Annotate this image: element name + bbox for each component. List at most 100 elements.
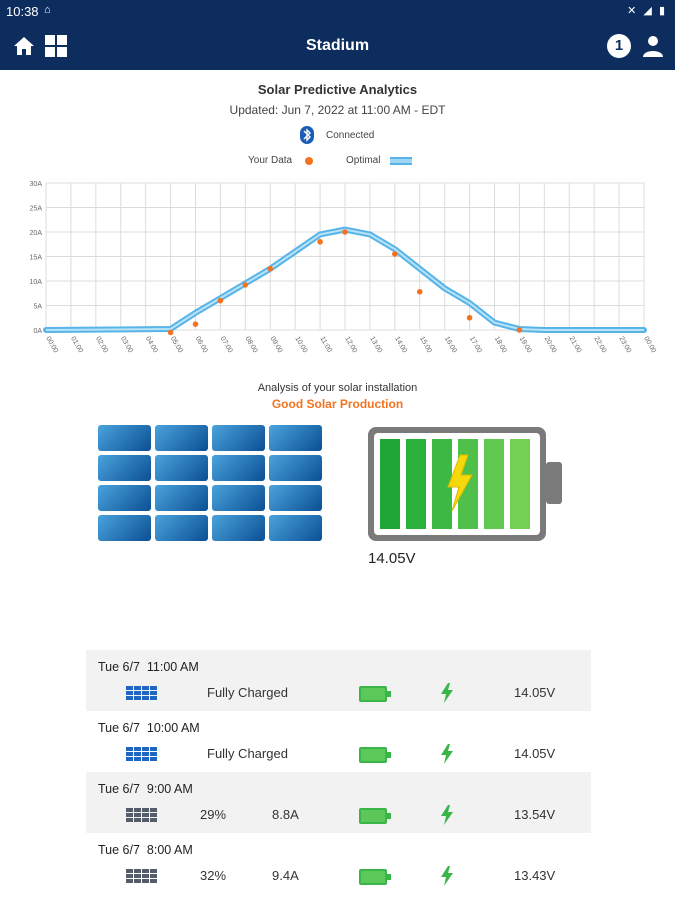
solar-cell — [155, 455, 208, 481]
analysis-status: Good Solar Production — [271, 397, 404, 411]
battery-icon — [359, 808, 391, 824]
your-data-point — [466, 314, 473, 321]
x-tick-label: 22:00 — [592, 336, 607, 355]
solar-panel-icon — [126, 869, 157, 883]
x-tick-label: 23:00 — [617, 336, 632, 355]
x-tick-label: 14:00 — [393, 336, 408, 355]
solar-cell — [212, 425, 265, 451]
row-timestamp: Tue 6/7 9:00 AM — [98, 782, 193, 796]
charge-percent: 29% — [200, 807, 227, 822]
your-data-point — [167, 329, 174, 336]
solar-cell — [269, 455, 322, 481]
solar-cell — [98, 455, 151, 481]
your-data-point — [242, 282, 249, 288]
battery-graphic — [368, 427, 562, 541]
notification-icon: ⌂ — [44, 4, 51, 16]
row-voltage: 14.05V — [514, 746, 556, 761]
charging-bolt-icon — [447, 454, 473, 512]
home-icon[interactable] — [12, 34, 36, 58]
battery-icon — [359, 747, 391, 763]
x-tick-label: 08:00 — [244, 336, 259, 355]
charging-bolt-icon — [441, 683, 453, 703]
your-data-point — [317, 239, 323, 245]
updated-timestamp: Updated: Jun 7, 2022 at 11:00 AM - EDT — [229, 103, 446, 117]
solar-cell — [212, 455, 265, 481]
your-data-point — [192, 321, 199, 327]
solar-cell — [269, 515, 322, 541]
x-tick-label: 00:00 — [44, 336, 59, 355]
history-row[interactable]: Tue 6/7 9:00 AM 29% 8.8A 13.54V — [86, 772, 591, 833]
solar-cell — [98, 485, 151, 511]
x-tick-label: 05:00 — [169, 336, 184, 355]
row-timestamp: Tue 6/7 8:00 AM — [98, 843, 193, 857]
y-tick-label: 30A — [30, 181, 43, 188]
chart-title: Solar Predictive Analytics — [257, 82, 418, 97]
chart-header: Solar Predictive Analytics Updated: Jun … — [0, 82, 675, 117]
solar-cell — [269, 425, 322, 451]
current-amps: 8.8A — [272, 807, 299, 822]
y-tick-label: 20A — [30, 230, 43, 237]
legend-optimal-label: Optimal — [346, 155, 381, 166]
x-tick-label: 11:00 — [318, 336, 333, 354]
x-tick-label: 12:00 — [343, 336, 358, 355]
x-tick-label: 02:00 — [94, 336, 109, 355]
connection-status: Connected — [326, 130, 375, 141]
history-list: Tue 6/7 11:00 AM Fully Charged 14.05V Tue 6… — [86, 650, 591, 894]
legend-your-data-label: Your Data — [248, 155, 293, 166]
charging-bolt-icon — [441, 805, 453, 825]
info-icon[interactable]: 1 — [607, 34, 631, 58]
solar-cell — [98, 425, 151, 451]
row-voltage: 14.05V — [514, 685, 556, 700]
user-icon[interactable] — [641, 34, 665, 58]
charging-bolt-icon — [441, 866, 453, 886]
row-voltage: 13.54V — [514, 807, 556, 822]
legend-your-data-marker — [305, 157, 313, 165]
x-tick-label: 17:00 — [468, 336, 483, 355]
your-data-point — [342, 229, 348, 235]
x-tick-label: 15:00 — [418, 336, 433, 355]
history-row[interactable]: Tue 6/7 11:00 AM Fully Charged 14.05V — [86, 650, 591, 711]
x-tick-label: 01:00 — [69, 336, 84, 355]
battery-voltage: 14.05V — [368, 550, 416, 567]
solar-cell — [155, 485, 208, 511]
charge-status: Fully Charged — [207, 685, 288, 700]
x-tick-label: 03:00 — [119, 336, 134, 355]
y-tick-label: 5A — [33, 304, 42, 311]
x-tick-label: 07:00 — [219, 336, 234, 355]
battery-icon — [359, 686, 391, 702]
current-amps: 9.4A — [272, 868, 299, 883]
solar-chart: 0A 5A 10A 15A 20A 25A 30A 00:00 01:00 02:00 03:00 0… — [30, 181, 658, 355]
solar-cell — [155, 425, 208, 451]
x-tick-label: 20:00 — [543, 336, 558, 355]
x-tick-label: 04:00 — [144, 336, 159, 355]
x-tick-label: 09:00 — [269, 336, 284, 355]
solar-cell — [269, 485, 322, 511]
charge-percent: 32% — [200, 868, 227, 883]
x-tick-label: 19:00 — [518, 336, 533, 355]
solar-panel-icon — [126, 747, 157, 761]
solar-panel-icon — [126, 686, 157, 700]
y-tick-label: 0A — [33, 328, 42, 335]
your-data-point — [516, 327, 523, 333]
clock: 10:38 — [6, 4, 39, 19]
row-voltage: 13.43V — [514, 868, 556, 883]
charge-status: Fully Charged — [207, 746, 288, 761]
y-tick-label: 10A — [30, 279, 43, 286]
legend-optimal-marker — [390, 157, 412, 165]
battery-icon — [359, 869, 391, 885]
your-data-point — [267, 265, 274, 272]
solar-cell — [155, 515, 208, 541]
solar-cell — [212, 515, 265, 541]
your-data-point — [392, 251, 398, 257]
x-tick-label: 10:00 — [293, 336, 308, 355]
history-row[interactable]: Tue 6/7 8:00 AM 32% 9.4A 13.43V — [86, 833, 591, 894]
analysis-caption: Analysis of your solar installation — [257, 382, 418, 394]
dashboard-grid-icon[interactable] — [45, 35, 67, 57]
history-row[interactable]: Tue 6/7 10:00 AM Fully Charged 14.05V — [86, 711, 591, 772]
x-tick-label: 18:00 — [493, 336, 508, 355]
your-data-point — [416, 288, 423, 295]
solar-cell — [98, 515, 151, 541]
x-tick-label: 21:00 — [568, 336, 583, 355]
charging-bolt-icon — [441, 744, 453, 764]
solar-cell — [212, 485, 265, 511]
